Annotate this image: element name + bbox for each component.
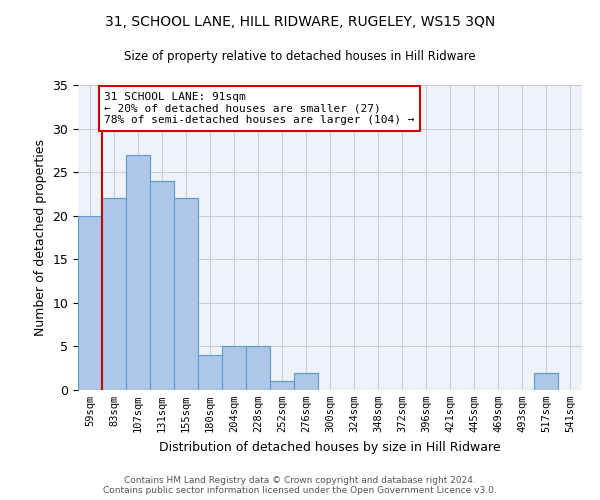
Bar [102,198,126,390]
Text: 31, SCHOOL LANE, HILL RIDWARE, RUGELEY, WS15 3QN: 31, SCHOOL LANE, HILL RIDWARE, RUGELEY, … [105,15,495,29]
Text: Contains HM Land Registry data © Crown copyright and database right 2024.
Contai: Contains HM Land Registry data © Crown c… [103,476,497,495]
Bar [222,346,246,390]
Bar [150,181,174,390]
Bar [198,355,222,390]
Y-axis label: Number of detached properties: Number of detached properties [34,139,47,336]
Bar [270,382,294,390]
Text: 31 SCHOOL LANE: 91sqm
← 20% of detached houses are smaller (27)
78% of semi-deta: 31 SCHOOL LANE: 91sqm ← 20% of detached … [104,92,415,125]
X-axis label: Distribution of detached houses by size in Hill Ridware: Distribution of detached houses by size … [159,440,501,454]
Bar [246,346,270,390]
Bar [534,372,558,390]
Text: Size of property relative to detached houses in Hill Ridware: Size of property relative to detached ho… [124,50,476,63]
Bar [78,216,102,390]
Bar [126,154,150,390]
Bar [174,198,198,390]
Bar [294,372,318,390]
